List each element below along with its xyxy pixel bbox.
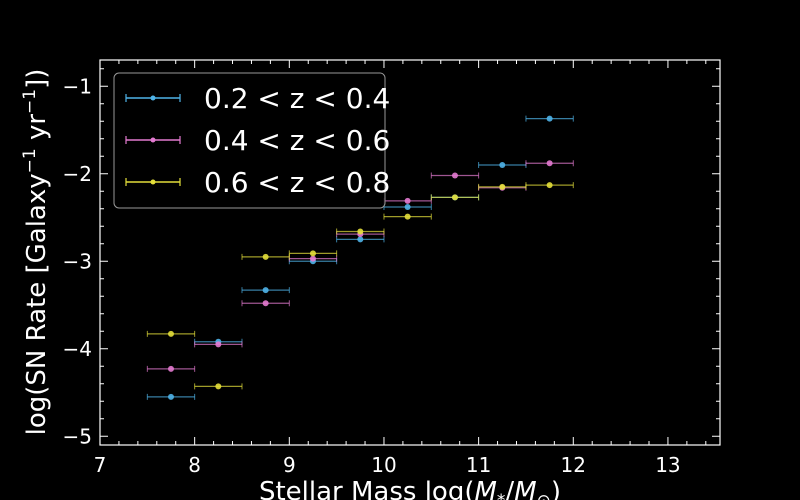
data-point (546, 160, 553, 167)
axis-ticks: 7 8 9 10 11 12 13 −5 −4 −3 −2 −1 (63, 60, 720, 477)
legend-box (113, 72, 386, 209)
data-point (404, 197, 411, 204)
x-tick-label: 10 (371, 453, 396, 477)
data-point (357, 228, 364, 235)
data-point (262, 300, 269, 307)
data-point (451, 172, 458, 179)
data-point (309, 250, 316, 257)
data-point (546, 182, 553, 189)
data-point (499, 162, 506, 168)
data-point (167, 393, 174, 400)
data-point (167, 365, 174, 372)
series-3 (146, 182, 574, 390)
legend-label: 0.4 < z < 0.6 (204, 124, 390, 157)
x-tick-label: 7 (94, 453, 107, 477)
y-axis-title: log(SN Rate [Galaxy−1 yr−1]) (20, 69, 52, 436)
data-point (167, 330, 174, 337)
data-point (215, 341, 222, 348)
y-tick-label: −4 (63, 337, 92, 361)
legend-marker (150, 137, 156, 143)
legend-label: 0.6 < z < 0.8 (204, 166, 390, 199)
x-tick-label: 13 (655, 453, 680, 477)
x-tick-label: 11 (466, 453, 491, 477)
data-point (404, 204, 411, 210)
x-tick-label: 9 (283, 453, 296, 477)
legend-label: 0.2 < z < 0.4 (204, 82, 390, 115)
chart-marks (146, 115, 574, 400)
y-tick-label: −1 (63, 74, 92, 98)
data-point (357, 236, 364, 243)
data-point (451, 194, 458, 201)
x-tick-label: 12 (561, 453, 586, 477)
plot-frame (99, 59, 721, 446)
legend: 0.2 < z < 0.4 0.4 < z < 0.6 0.6 < z < 0.8 (113, 72, 390, 209)
data-point (404, 213, 411, 220)
y-tick-label: −3 (63, 249, 92, 273)
data-point (546, 115, 553, 122)
data-point (262, 253, 269, 260)
data-point (215, 383, 222, 390)
x-tick-label: 8 (188, 453, 201, 477)
y-tick-label: −5 (63, 424, 92, 448)
data-point (262, 287, 269, 294)
data-point (309, 255, 316, 262)
x-axis-title: Stellar Mass log(M*/M⊙) (259, 477, 561, 500)
legend-marker (150, 95, 156, 101)
data-point (499, 183, 506, 190)
y-tick-label: −2 (63, 162, 92, 186)
legend-marker (150, 179, 156, 185)
